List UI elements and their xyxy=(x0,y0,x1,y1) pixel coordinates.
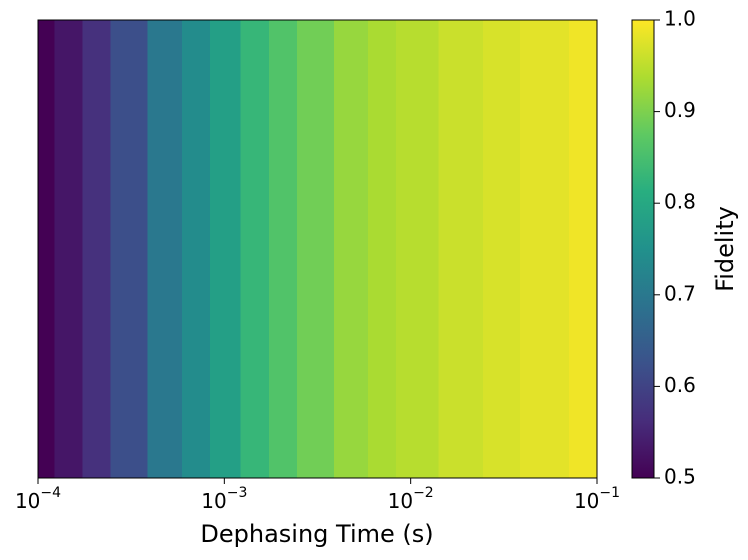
heat-cell xyxy=(520,20,570,478)
heat-cell xyxy=(483,20,521,478)
colorbar-tick-label: 0.8 xyxy=(664,190,696,214)
heat-cell xyxy=(568,20,598,478)
heat-cell xyxy=(181,20,211,478)
x-tick-label: 10−1 xyxy=(574,485,620,513)
colorbar-tick-label: 1.0 xyxy=(664,7,696,31)
colorbar xyxy=(631,19,655,479)
colorbar-tick-label: 0.7 xyxy=(664,281,696,305)
heat-cell xyxy=(396,20,440,478)
colorbar-label: Fidelity xyxy=(711,206,739,292)
colorbar-tick-label: 0.9 xyxy=(664,98,696,122)
x-tick-label: 10−4 xyxy=(15,485,61,513)
x-axis-label: Dephasing Time (s) xyxy=(200,520,433,548)
plot-frame xyxy=(37,19,598,479)
x-tick-label: 10−2 xyxy=(388,485,434,513)
heat-cell xyxy=(296,20,335,478)
heat-cell xyxy=(333,20,369,478)
heat-cell xyxy=(438,20,484,478)
heat-cell xyxy=(54,20,84,478)
heat-cell xyxy=(268,20,298,478)
colorbar-tick-label: 0.6 xyxy=(664,373,696,397)
x-tick-label: 10−3 xyxy=(201,485,247,513)
heat-cell xyxy=(38,20,56,478)
colorbar-tick-label: 0.5 xyxy=(664,465,696,489)
heat-cell xyxy=(368,20,397,478)
heat-cell xyxy=(209,20,242,478)
heat-cell xyxy=(110,20,149,478)
heat-cell xyxy=(82,20,112,478)
heat-cell xyxy=(240,20,270,478)
heat-cell xyxy=(147,20,183,478)
